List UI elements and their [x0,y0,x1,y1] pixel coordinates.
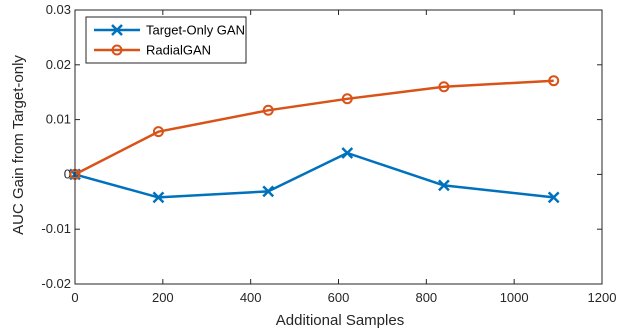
legend-label: Target-Only GAN [146,23,245,38]
data-point-x-marker [262,185,275,198]
y-tick-label: 0.01 [46,112,71,127]
x-tick-label: 0 [71,290,78,305]
y-tick-label: 0 [64,166,71,181]
legend-label: RadialGAN [146,43,211,58]
y-tick-label: -0.02 [41,276,71,291]
data-point-circle-marker [438,81,450,93]
x-axis-ticks: 0 200 400 600 800 1000 1200 [71,10,616,305]
x-tick-label: 1200 [588,290,617,305]
x-tick-label: 600 [328,290,350,305]
x-tick-label: 800 [415,290,437,305]
x-tick-label: 400 [240,290,262,305]
series-line [74,79,554,176]
x-axis-label: Additional Samples [276,312,404,329]
data-point-circle-marker [548,75,560,87]
data-point-x-marker [111,24,123,36]
legend-item: RadialGAN [94,43,211,58]
legend-item: Target-Only GAN [94,23,245,38]
data-point-x-marker [438,179,450,192]
data-point-x-marker [152,191,165,204]
y-tick-label: -0.01 [41,221,71,236]
data-point-circle-marker [341,93,353,105]
data-point-circle-marker [111,44,123,56]
series-layer [69,75,560,204]
plot-frame [74,9,603,285]
legend: Target-Only GAN RadialGAN [85,16,247,64]
x-tick-label: 200 [152,290,174,305]
x-tick-label: 1000 [500,290,529,305]
y-axis-label: AUC Gain from Target-only [10,55,27,235]
y-axis-ticks: -0.02 -0.01 0 0.01 0.02 0.03 [41,2,602,291]
data-point-x-marker [547,191,560,204]
data-point-circle-marker [152,126,164,138]
y-tick-label: 0.03 [46,2,71,17]
data-point-circle-marker [262,104,274,116]
series-radialgan [69,75,560,180]
y-tick-label: 0.02 [46,57,71,72]
series-target-only-gan [69,147,560,204]
data-point-x-marker [341,147,354,159]
series-line [74,151,554,199]
